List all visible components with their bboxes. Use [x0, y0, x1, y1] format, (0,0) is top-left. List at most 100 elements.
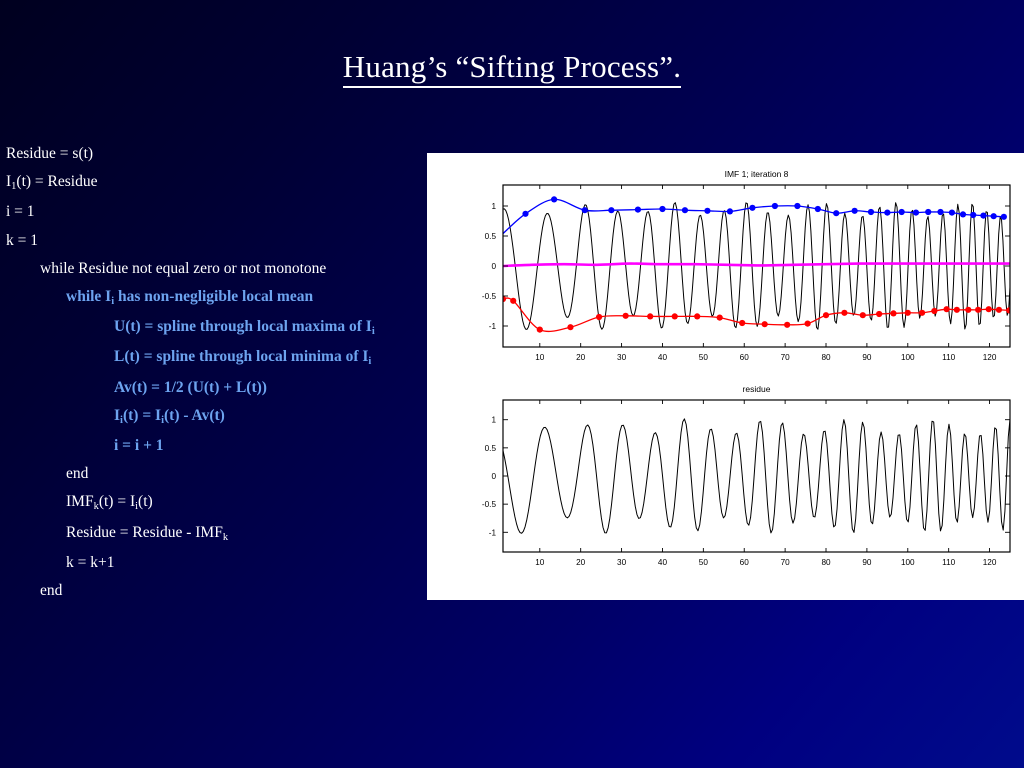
series-marker: [918, 309, 926, 316]
series-marker: [608, 207, 615, 214]
series-marker: [804, 320, 811, 327]
x-tick-label: 120: [983, 558, 997, 567]
series-residue-signal: [503, 418, 1010, 534]
series-marker: [522, 210, 529, 217]
series-marker: [814, 205, 821, 213]
series-marker: [634, 206, 642, 213]
pseudocode-line: end: [40, 582, 63, 600]
series-marker: [822, 312, 830, 319]
series-marker: [980, 212, 987, 219]
x-tick-label: 80: [821, 558, 831, 567]
series-marker: [581, 207, 588, 214]
series-marker: [970, 211, 977, 219]
pseudocode-line: while Residue not equal zero or not mono…: [40, 259, 327, 277]
series-marker: [647, 313, 654, 320]
y-tick-label: -1: [489, 322, 497, 331]
x-tick-label: 120: [983, 353, 997, 362]
y-tick-label: 0: [491, 472, 496, 481]
x-tick-label: 60: [740, 558, 750, 567]
series-marker: [716, 314, 723, 321]
series-marker: [551, 196, 558, 203]
pseudocode-line: k = k+1: [66, 553, 115, 571]
series-marker: [867, 208, 875, 216]
pseudocode-line: i = i + 1: [114, 437, 164, 455]
series-marker: [937, 208, 944, 216]
series-marker: [694, 313, 701, 320]
y-tick-label: 0: [491, 262, 496, 271]
x-tick-label: 100: [901, 353, 915, 362]
series-marker: [985, 306, 992, 313]
series-marker: [726, 208, 734, 215]
x-tick-label: 70: [781, 558, 791, 567]
page-title-text: Huang’s “Sifting Process”.: [342, 49, 682, 88]
series-marker: [833, 210, 840, 217]
series-marker: [884, 209, 891, 216]
pseudocode-line: Av(t) = 1/2 (U(t) + L(t)): [114, 378, 267, 396]
pseudocode-line: end: [66, 465, 89, 483]
pseudocode-line: i = 1: [6, 203, 35, 221]
x-tick-label: 100: [901, 558, 915, 567]
chart-imf: IMF 1; iteration 8 10 20 30 40 50 60 70 80 90 100 1…: [427, 163, 1024, 373]
chart-svg-imf: IMF 1; iteration 810 20 30 40 50 60 70 80 90 100 1…: [482, 169, 1011, 362]
series-upper-envelope: [503, 198, 1005, 235]
x-tick-label: 80: [821, 353, 831, 362]
y-tick-label: 1: [491, 416, 496, 425]
chart-title: IMF 1; iteration 8: [725, 169, 789, 179]
x-tick-label: 90: [862, 353, 872, 362]
x-tick-label: 40: [658, 558, 668, 567]
x-tick-label: 50: [699, 558, 709, 567]
series-marker: [995, 306, 1003, 313]
series-marker: [794, 202, 801, 210]
series-marker: [622, 312, 629, 319]
series-marker: [739, 319, 746, 327]
chart-title: residue: [743, 384, 771, 394]
pseudocode-line: IMFk(t) = Ii(t): [66, 493, 153, 513]
y-tick-label: 1: [491, 202, 496, 211]
chart-plot-area: [503, 196, 1010, 333]
chart-residue: residue 10 20 30 40 50 60 70 80 90 100 110 120 1 0.5 0 -…: [427, 378, 1024, 578]
y-tick-label: -0.5: [482, 292, 497, 301]
x-tick-label: 30: [617, 558, 627, 567]
y-tick-label: -1: [489, 528, 497, 537]
series-marker: [671, 313, 678, 320]
x-tick-label: 30: [617, 353, 627, 362]
pseudocode-line: U(t) = spline through local maxima of Ii: [114, 318, 375, 338]
series-marker: [990, 213, 997, 220]
series-marker: [965, 306, 972, 313]
pseudocode-line: I1(t) = Residue: [6, 173, 98, 193]
series-local-mean: [503, 262, 1010, 268]
series-marker: [876, 310, 883, 318]
series-marker: [704, 207, 711, 214]
x-tick-label: 110: [942, 558, 955, 567]
series-marker: [659, 205, 666, 213]
series-marker: [898, 208, 905, 216]
x-tick-label: 20: [576, 558, 586, 567]
series-marker: [595, 313, 603, 321]
series-marker: [1006, 307, 1010, 314]
figure-panel: IMF 1; iteration 8 10 20 30 40 50 60 70 80 90 100 1…: [427, 153, 1024, 600]
series-marker: [784, 321, 791, 328]
series-marker: [912, 209, 920, 216]
pseudocode-line: while Ii has non-negligible local mean: [66, 288, 314, 308]
x-tick-label: 70: [781, 353, 791, 362]
x-tick-label: 60: [740, 353, 750, 362]
pseudocode-line: Ii(t) = Ii(t) - Av(t): [114, 406, 225, 426]
series-marker: [931, 307, 938, 315]
series-marker: [959, 211, 967, 218]
series-marker: [948, 209, 956, 216]
y-tick-label: 0.5: [485, 444, 497, 453]
series-marker: [890, 310, 897, 317]
x-tick-label: 20: [576, 353, 586, 362]
series-marker: [841, 309, 848, 316]
series-marker: [904, 309, 911, 316]
series-marker: [925, 208, 932, 216]
x-tick-label: 40: [658, 353, 668, 362]
series-marker: [681, 207, 689, 214]
y-tick-label: 0.5: [485, 232, 497, 241]
x-tick-label: 110: [942, 353, 955, 362]
series-marker: [536, 326, 543, 333]
series-marker: [859, 312, 866, 319]
series-marker: [567, 324, 574, 331]
series-marker: [1000, 213, 1007, 220]
